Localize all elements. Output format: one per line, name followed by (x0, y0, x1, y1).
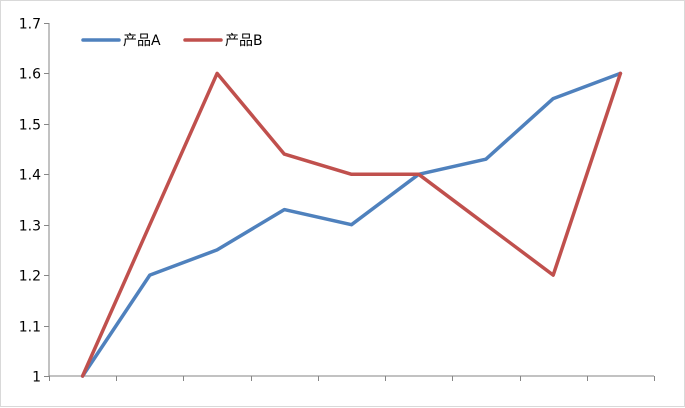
y-tick-label: 1.4 (19, 168, 41, 184)
legend-label-a: 产品A (123, 33, 161, 49)
y-tick-label: 1.1 (19, 320, 41, 336)
axes: 1 1.1 1.2 1.3 1.4 1.5 1.6 1.7 (19, 17, 655, 386)
y-tick-label: 1.3 (19, 219, 41, 235)
y-tick-label: 1 (32, 370, 41, 386)
series-lines (80, 71, 623, 378)
y-tick-label: 1.2 (19, 269, 41, 285)
series-line-b (80, 71, 623, 378)
legend-label-b: 产品B (225, 33, 263, 49)
y-tick-label: 1.7 (19, 17, 41, 33)
series-line-a (80, 71, 623, 378)
legend: 产品A 产品B (81, 33, 263, 49)
y-tick-label: 1.6 (19, 67, 41, 83)
y-tick-label: 1.5 (19, 118, 41, 134)
